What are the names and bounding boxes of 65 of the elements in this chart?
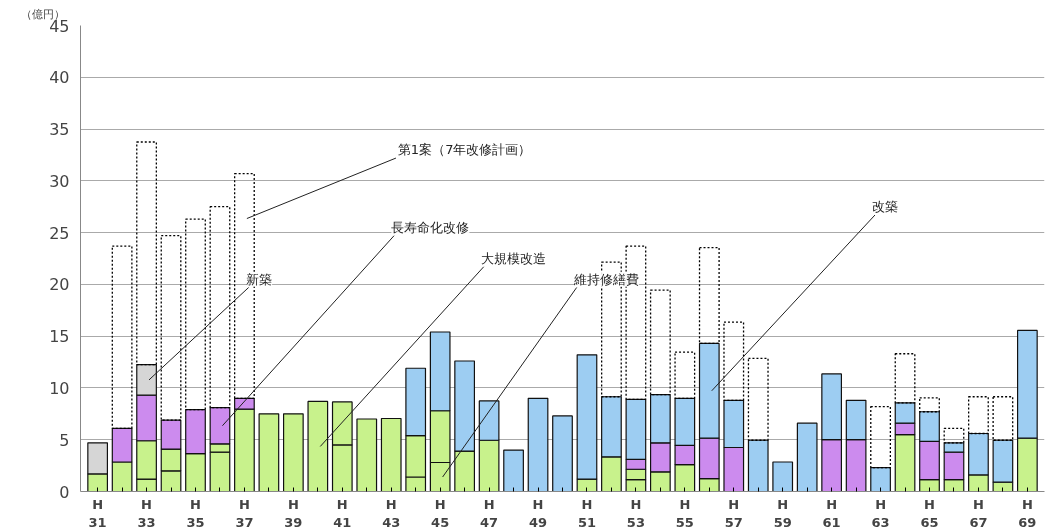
- x-tick-label: H 45: [431, 496, 450, 530]
- text: 維持修繕費: [573, 271, 640, 287]
- text: 大規模改造: [481, 251, 547, 266]
- y-tick-label: 25: [49, 223, 70, 243]
- bar: [919, 397, 940, 413]
- x-tick-label: H 35: [186, 496, 205, 530]
- text: 新築: [246, 271, 273, 287]
- bar: [698, 246, 720, 345]
- x-tick-label: H 67: [969, 496, 988, 530]
- x-tick-label: H 33: [137, 496, 156, 530]
- bar: [111, 245, 133, 429]
- y-tick-label: 10: [49, 378, 70, 398]
- bar: [625, 245, 647, 400]
- text: 改築: [872, 199, 899, 215]
- bar: [674, 351, 696, 399]
- x-tick-label: H 31: [88, 496, 107, 530]
- x-tick-label: H 69: [1018, 496, 1037, 530]
- x-tick-label: H 61: [822, 496, 841, 530]
- bar: [870, 467, 891, 492]
- bar: [258, 413, 280, 492]
- y-tick-label: 20: [49, 275, 70, 295]
- y-tick-label: 0: [59, 482, 70, 502]
- x-tick-label: H 63: [871, 496, 890, 530]
- bar: [968, 396, 989, 435]
- bar: [747, 439, 769, 492]
- bar: [772, 461, 794, 492]
- x-tick-label: H 37: [235, 496, 254, 530]
- x-tick-label: H 41: [333, 496, 352, 530]
- bar: [185, 218, 206, 411]
- x-tick-label: H 53: [626, 496, 645, 530]
- bar: [136, 141, 157, 366]
- text: 長寿命化改修: [391, 219, 470, 235]
- bar: [870, 405, 892, 469]
- bar: [747, 357, 769, 441]
- y-axis-title: （億円）: [20, 7, 65, 21]
- x-tick-label: H 57: [724, 496, 743, 530]
- text: 第1案（7年改修計画）: [397, 142, 532, 158]
- bar: [894, 353, 916, 404]
- x-tick-label: H 47: [480, 496, 499, 530]
- bar: [992, 396, 1014, 441]
- x-tick-label: H 51: [577, 496, 597, 530]
- bar: [356, 418, 378, 492]
- bar: [209, 206, 231, 409]
- x-tick-label: H 59: [773, 496, 792, 530]
- x-tick-label: H 65: [920, 496, 939, 530]
- bar: [307, 400, 329, 492]
- y-tick-label: 35: [49, 120, 70, 140]
- x-tick-label: H 49: [528, 496, 548, 530]
- y-tick-label: 40: [49, 68, 70, 88]
- bar: [943, 427, 965, 444]
- bar: [723, 321, 745, 402]
- x-tick-label: H 43: [382, 496, 401, 530]
- y-tick-label: 30: [49, 171, 70, 191]
- bar: [527, 397, 549, 492]
- bar: [552, 415, 573, 492]
- y-tick-label: 5: [59, 430, 70, 450]
- x-tick-label: H 55: [675, 496, 694, 530]
- x-tick-label: H 39: [284, 496, 303, 530]
- bar: [649, 289, 671, 396]
- bar: [160, 235, 182, 421]
- y-tick-label: 15: [49, 327, 70, 347]
- bar: [796, 422, 818, 492]
- bar: [503, 449, 524, 492]
- bar: [380, 417, 402, 492]
- bar: [282, 413, 304, 492]
